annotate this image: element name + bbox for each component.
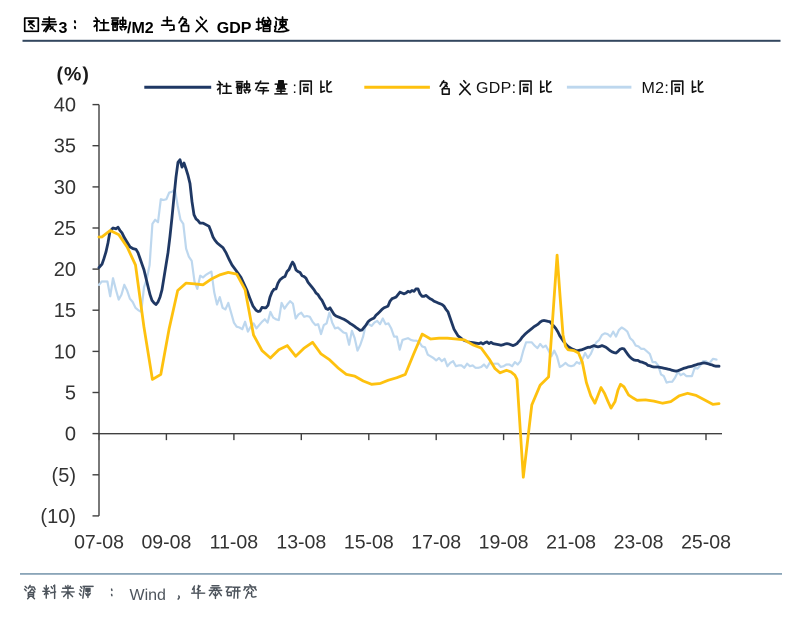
svg-text:17-08: 17-08 (411, 532, 461, 554)
svg-text::: : (293, 80, 297, 97)
svg-text:(%): (%) (57, 64, 90, 86)
svg-text:0: 0 (65, 424, 76, 446)
svg-text:5: 5 (65, 383, 76, 405)
svg-text:(10): (10) (40, 506, 76, 528)
svg-text:35: 35 (54, 136, 76, 158)
svg-text:11-08: 11-08 (210, 532, 258, 554)
svg-text:3: 3 (59, 20, 68, 37)
svg-text:GDP:: GDP: (476, 80, 516, 97)
svg-text:30: 30 (54, 177, 76, 199)
svg-text:M2:: M2: (642, 80, 670, 97)
svg-text:23-08: 23-08 (614, 532, 664, 554)
svg-text:25: 25 (54, 218, 76, 240)
svg-text:07-08: 07-08 (74, 532, 124, 554)
svg-text:21-08: 21-08 (546, 532, 596, 554)
svg-text:09-08: 09-08 (141, 532, 191, 554)
svg-text:10: 10 (54, 341, 76, 363)
svg-text:19-08: 19-08 (479, 532, 529, 554)
svg-text:15: 15 (54, 300, 76, 322)
svg-text:/M2: /M2 (127, 20, 154, 37)
svg-text:25-08: 25-08 (681, 532, 731, 554)
svg-text:(5): (5) (52, 465, 76, 487)
svg-text:40: 40 (54, 95, 76, 117)
svg-text:20: 20 (54, 259, 76, 281)
svg-text:Wind: Wind (130, 587, 166, 604)
svg-text:15-08: 15-08 (344, 532, 394, 554)
svg-text:13-08: 13-08 (276, 532, 326, 554)
svg-text:GDP: GDP (217, 20, 252, 37)
